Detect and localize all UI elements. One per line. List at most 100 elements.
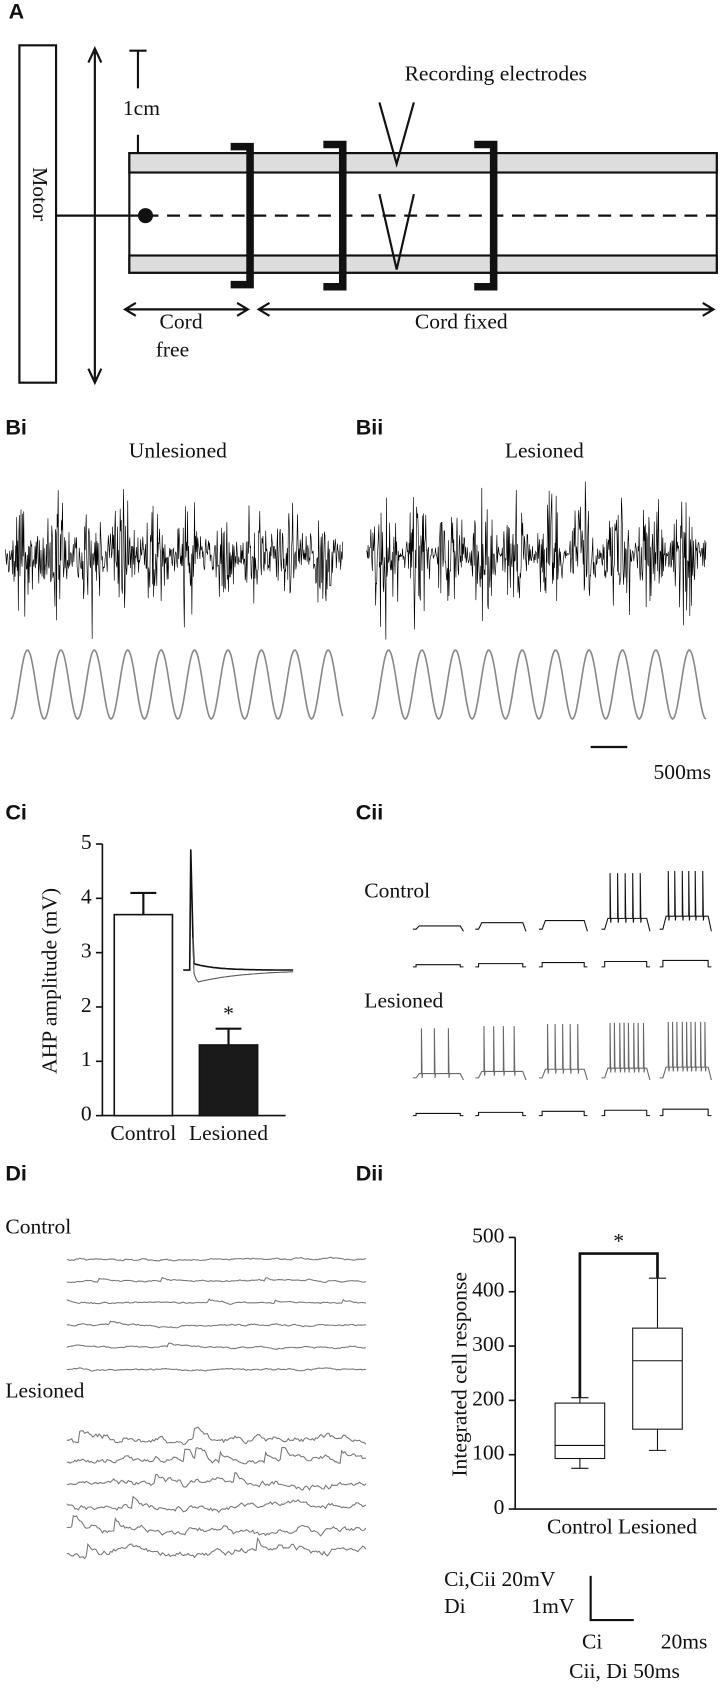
y-tick-label: 200 <box>472 1386 504 1410</box>
membrane-noise <box>66 1342 366 1350</box>
y-tick-label: 4 <box>81 884 92 908</box>
voltage-trace <box>475 1026 527 1081</box>
x-tick-label: Lesioned <box>618 1514 697 1538</box>
scale-label: Cii, Di 50ms <box>569 1659 680 1683</box>
panel-label: Ci <box>5 800 27 825</box>
cord-free-label: Cord <box>160 309 203 333</box>
scale-bar <box>129 49 147 154</box>
voltage-trace <box>601 1022 651 1081</box>
scale-label: 20ms <box>661 1630 708 1654</box>
current-step <box>412 964 464 968</box>
panel-label: Dii <box>356 1161 384 1186</box>
y-tick-label: 400 <box>472 1278 504 1302</box>
membrane-noise <box>66 1320 367 1329</box>
stimulus-sine <box>371 649 707 720</box>
x-tick-label: Control <box>110 1121 176 1145</box>
scale-label: 1cm <box>123 96 160 120</box>
current-step <box>601 960 650 968</box>
electrodes <box>378 102 415 270</box>
panel-label: A <box>9 0 25 24</box>
voltage-trace <box>601 873 651 932</box>
clamps <box>230 140 498 291</box>
bar <box>113 913 174 1117</box>
motor-label: Motor <box>28 167 52 221</box>
membrane-noise <box>66 1471 367 1491</box>
emg-trace <box>366 481 707 640</box>
membrane-noise <box>66 1276 367 1284</box>
voltage-trace <box>538 919 588 932</box>
electrodes-label: Recording electrodes <box>405 61 587 85</box>
row-label: Lesioned <box>5 1379 84 1403</box>
panel-label: Bii <box>356 415 384 440</box>
current-step <box>659 1108 712 1117</box>
row-label: Control <box>364 878 430 902</box>
y-axis-label: Integrated cell response <box>447 1272 471 1477</box>
scale-label: Ci,Cii 20mV <box>444 1567 556 1591</box>
y-tick-label: 1 <box>81 1047 92 1071</box>
y-tick-label: 3 <box>81 939 92 963</box>
voltage-trace <box>412 1028 464 1081</box>
scale-label: 1mV <box>531 1594 575 1618</box>
row-label: Control <box>5 1215 71 1239</box>
panel-label: Di <box>5 1161 27 1186</box>
y-tick-label: 5 <box>81 830 92 854</box>
bar <box>198 1044 259 1117</box>
scale-label: Ci <box>582 1630 602 1654</box>
membrane-noise <box>66 1447 367 1465</box>
stimulus-sine <box>10 649 344 720</box>
y-tick-label: 300 <box>472 1332 504 1356</box>
y-tick-label: 0 <box>81 1102 92 1126</box>
membrane-noise <box>66 1495 367 1514</box>
panel-title: Lesioned <box>505 439 584 463</box>
panel-label: Cii <box>356 800 384 825</box>
cord-arrows <box>122 301 716 317</box>
current-step <box>475 963 526 968</box>
ahp-trace <box>192 937 294 983</box>
current-step <box>538 1110 588 1117</box>
significance: * <box>223 1002 234 1026</box>
membrane-noise <box>66 1514 367 1537</box>
cord-edge <box>128 254 718 274</box>
y-tick-label: 0 <box>494 1495 505 1519</box>
x-tick-label: Control <box>547 1514 613 1538</box>
membrane-noise <box>66 1426 367 1446</box>
scale-label: Di <box>444 1594 466 1618</box>
motor-box <box>18 44 58 384</box>
voltage-trace <box>659 870 712 932</box>
axes <box>514 1237 717 1510</box>
voltage-trace <box>659 1021 712 1081</box>
scale-bar-l <box>589 1575 634 1622</box>
attachment-dot <box>137 208 154 224</box>
cord-fixed-label: Cord fixed <box>415 309 508 333</box>
significance: * <box>613 1229 624 1253</box>
box <box>554 1402 606 1460</box>
current-step <box>601 1109 650 1117</box>
current-step <box>538 962 588 968</box>
current-step <box>659 959 712 968</box>
panel-label: Bi <box>5 415 27 440</box>
significance-bracket <box>578 1252 659 1398</box>
cord-edge <box>128 152 718 174</box>
time-scale-label: 500ms <box>654 760 711 784</box>
x-tick-label: Lesioned <box>189 1121 268 1145</box>
membrane-noise <box>66 1367 367 1372</box>
current-step <box>412 1112 464 1117</box>
membrane-noise <box>66 1536 367 1560</box>
panel-a-drawing <box>18 44 718 1622</box>
y-axis-label: AHP amplitude (mV) <box>38 888 62 1074</box>
row-label: Lesioned <box>364 988 443 1012</box>
emg-trace <box>5 488 344 639</box>
current-step <box>475 1111 526 1117</box>
y-tick-label: 2 <box>81 993 92 1017</box>
membrane-noise <box>66 1298 366 1305</box>
y-tick-label: 500 <box>472 1223 504 1247</box>
y-tick-label: 100 <box>472 1441 504 1465</box>
voltage-trace <box>412 925 464 932</box>
voltage-trace <box>475 922 527 932</box>
cord-free-label: free <box>156 337 189 361</box>
membrane-noise <box>66 1256 367 1262</box>
box <box>632 1327 683 1430</box>
ahp-trace <box>183 849 294 971</box>
panel-title: Unlesioned <box>129 439 227 463</box>
